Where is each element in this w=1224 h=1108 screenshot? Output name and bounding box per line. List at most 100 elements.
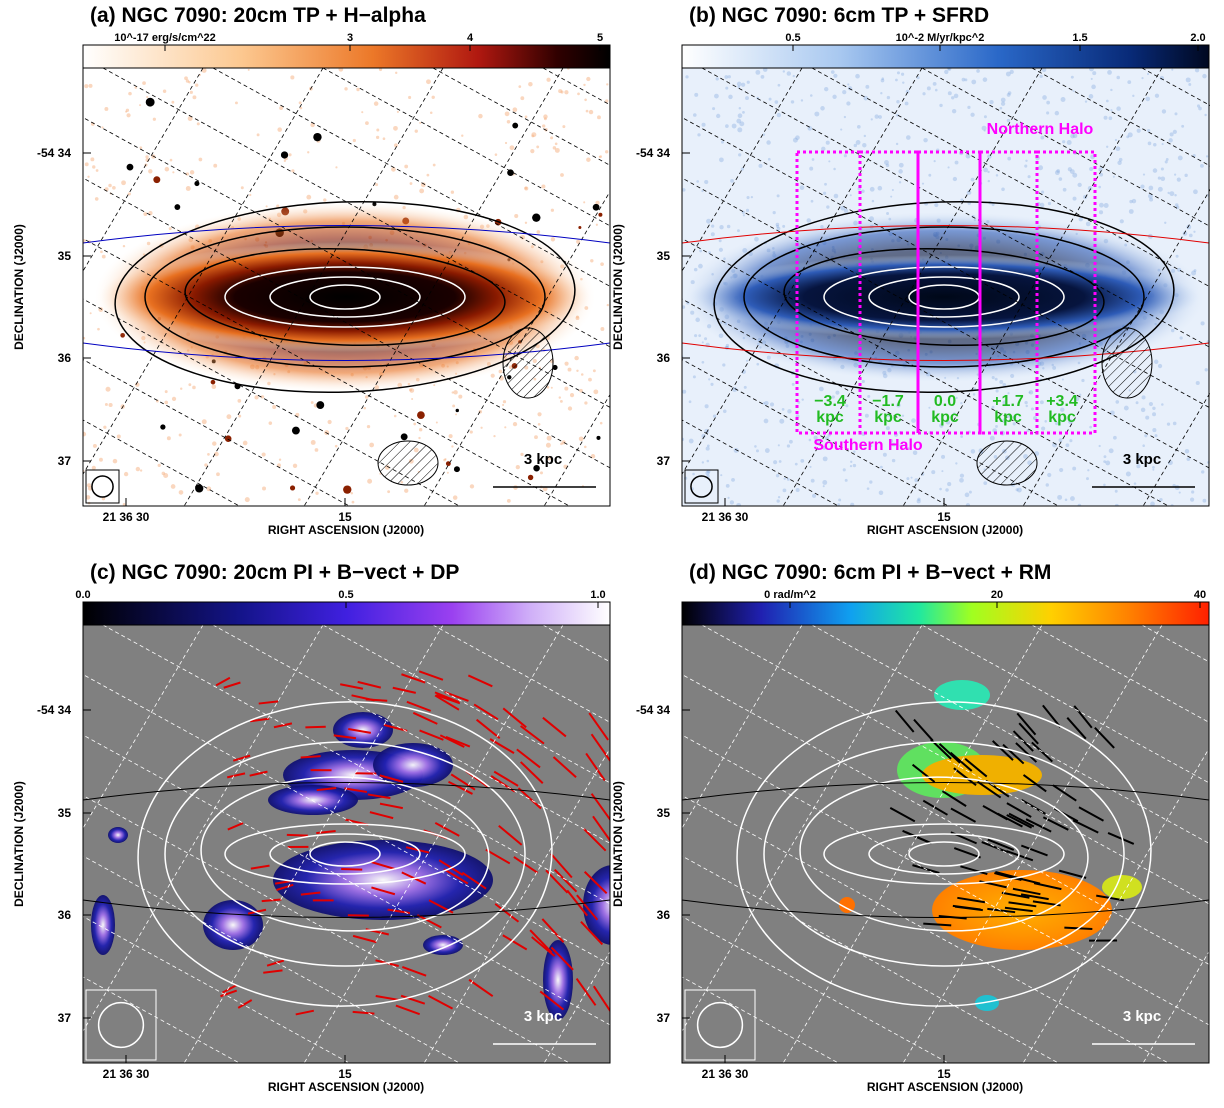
noise xyxy=(934,203,938,207)
noise xyxy=(766,140,770,144)
noise xyxy=(944,70,948,74)
y-tick-label: -54 34 xyxy=(37,146,71,160)
noise xyxy=(1162,143,1164,145)
masked-source xyxy=(1102,328,1152,398)
noise xyxy=(1087,469,1089,471)
noise xyxy=(976,69,980,73)
noise xyxy=(854,144,857,147)
noise xyxy=(945,488,948,491)
noise xyxy=(1025,160,1027,162)
halo-label: Northern Halo xyxy=(987,121,1094,138)
y-tick-label: 35 xyxy=(657,806,671,820)
star xyxy=(454,466,460,472)
noise xyxy=(237,399,241,403)
noise xyxy=(1062,378,1064,380)
noise xyxy=(960,402,962,404)
noise xyxy=(1194,269,1197,272)
noise xyxy=(744,386,747,389)
noise xyxy=(832,95,836,99)
noise xyxy=(712,107,715,110)
noise xyxy=(105,403,108,406)
noise xyxy=(534,435,538,439)
noise xyxy=(87,176,89,178)
y-tick-label: 37 xyxy=(657,454,671,468)
colorbar-label: 1.5 xyxy=(1072,32,1087,44)
noise xyxy=(197,122,200,125)
noise xyxy=(418,437,420,439)
noise xyxy=(1001,188,1005,192)
x-tick-label: 21 36 30 xyxy=(702,1067,749,1081)
noise xyxy=(568,368,572,372)
noise xyxy=(966,154,971,159)
noise xyxy=(588,378,592,382)
noise xyxy=(823,456,828,461)
noise xyxy=(809,439,812,442)
noise xyxy=(960,435,963,438)
b-vector xyxy=(366,699,387,700)
noise xyxy=(769,98,772,101)
noise xyxy=(917,498,920,501)
noise xyxy=(779,460,782,463)
noise xyxy=(568,406,572,410)
noise xyxy=(190,170,194,174)
noise xyxy=(955,462,957,464)
scale-label: 3 kpc xyxy=(524,451,562,468)
noise xyxy=(1158,177,1161,180)
noise xyxy=(1059,177,1063,181)
noise xyxy=(584,99,587,102)
colorbar-label: 0.0 xyxy=(75,589,90,601)
noise xyxy=(1145,97,1150,102)
noise xyxy=(518,85,521,88)
noise xyxy=(953,177,957,181)
noise xyxy=(939,488,942,491)
noise xyxy=(896,100,899,103)
noise xyxy=(216,472,220,476)
noise xyxy=(722,363,725,366)
pi-blob xyxy=(273,840,493,920)
noise xyxy=(1205,368,1208,371)
noise xyxy=(299,101,302,104)
noise xyxy=(1046,111,1049,114)
y-tick-label: 35 xyxy=(657,249,671,263)
noise xyxy=(427,174,430,177)
noise xyxy=(139,146,142,149)
noise xyxy=(503,400,506,403)
noise xyxy=(163,473,168,478)
noise xyxy=(158,464,161,467)
noise xyxy=(123,245,125,247)
noise xyxy=(1143,174,1145,176)
noise xyxy=(323,198,326,201)
noise xyxy=(1178,155,1183,160)
noise xyxy=(1200,164,1204,168)
x-tick-label: 15 xyxy=(937,1067,951,1081)
noise xyxy=(453,495,458,500)
noise xyxy=(1154,434,1157,437)
x-axis-title: RIGHT ASCENSION (J2000) xyxy=(867,1080,1023,1094)
noise xyxy=(394,143,398,147)
noise xyxy=(558,89,562,93)
noise xyxy=(171,484,176,489)
noise xyxy=(491,374,495,378)
panel-title: (b) NGC 7090: 6cm TP + SFRD xyxy=(689,4,989,27)
noise xyxy=(1026,405,1028,407)
y-axis-title: DECLINATION (J2000) xyxy=(611,781,625,907)
noise xyxy=(367,479,372,484)
noise xyxy=(404,165,408,169)
noise xyxy=(213,164,217,168)
noise xyxy=(782,408,785,411)
noise xyxy=(765,448,770,453)
noise xyxy=(124,472,128,476)
noise xyxy=(955,161,959,165)
star xyxy=(313,133,321,141)
noise xyxy=(1153,143,1156,146)
noise xyxy=(121,180,126,185)
noise xyxy=(747,81,750,84)
noise xyxy=(117,434,121,438)
noise xyxy=(1089,167,1093,171)
noise xyxy=(1165,160,1168,163)
colorbar-label: 20 xyxy=(991,589,1003,601)
noise xyxy=(1127,80,1131,84)
noise xyxy=(530,149,534,153)
noise xyxy=(112,186,116,190)
noise xyxy=(806,218,810,222)
